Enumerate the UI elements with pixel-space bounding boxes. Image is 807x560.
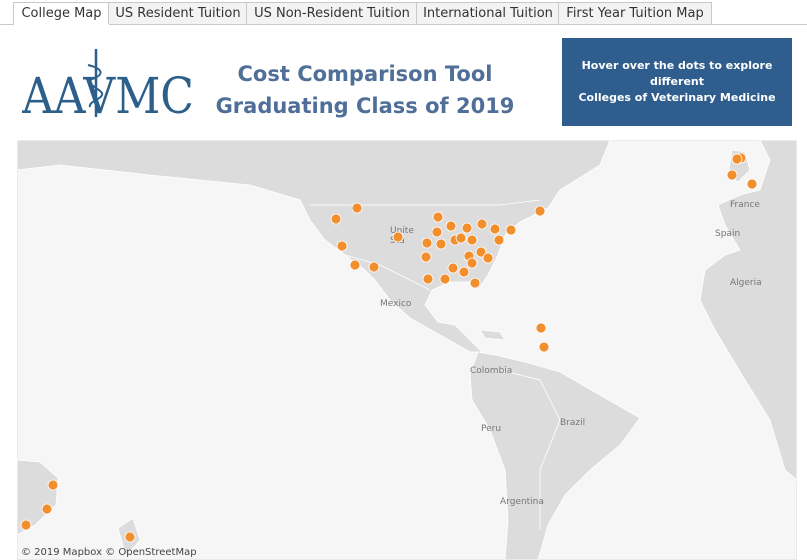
college-dot[interactable] xyxy=(466,234,478,246)
college-dot[interactable] xyxy=(489,223,501,235)
college-dot[interactable] xyxy=(534,205,546,217)
college-dot[interactable] xyxy=(447,262,459,274)
college-dot[interactable] xyxy=(439,273,451,285)
tab[interactable]: US Resident Tuition xyxy=(108,2,248,24)
college-dot[interactable] xyxy=(124,531,136,543)
map-label: Algeria xyxy=(730,278,762,288)
note-line: Colleges of Veterinary Medicine xyxy=(578,91,776,104)
college-dot[interactable] xyxy=(493,234,505,246)
note-line: Hover over the dots to explore different xyxy=(581,59,773,88)
college-dot[interactable] xyxy=(421,237,433,249)
college-dot[interactable] xyxy=(476,218,488,230)
border xyxy=(499,369,561,530)
tab[interactable]: First Year Tuition Map xyxy=(558,2,712,24)
college-dot[interactable] xyxy=(435,238,447,250)
title: Cost Comparison Tool Graduating Class of… xyxy=(205,58,525,122)
hover-note: Hover over the dots to explore different… xyxy=(562,38,792,126)
australia xyxy=(17,459,59,536)
map-label: France xyxy=(730,200,760,210)
college-dot[interactable] xyxy=(535,322,547,334)
tab[interactable]: International Tuition xyxy=(416,2,560,24)
college-dot[interactable] xyxy=(505,224,517,236)
map-label: Argentina xyxy=(500,497,544,507)
college-dot[interactable] xyxy=(431,226,443,238)
title-line: Graduating Class of 2019 xyxy=(215,94,515,118)
college-dot[interactable] xyxy=(731,153,743,165)
college-dot[interactable] xyxy=(482,252,494,264)
map-label: Mexico xyxy=(380,299,412,309)
college-dot[interactable] xyxy=(455,232,467,244)
college-dot[interactable] xyxy=(726,169,738,181)
border xyxy=(310,199,541,206)
logo: AAVMC xyxy=(22,49,194,125)
college-dot[interactable] xyxy=(469,277,481,289)
europe-africa xyxy=(699,140,797,481)
map-label: Spain xyxy=(715,229,740,239)
border xyxy=(344,254,431,291)
college-dot[interactable] xyxy=(445,220,457,232)
college-dot[interactable] xyxy=(368,261,380,273)
logo-snake xyxy=(87,64,104,108)
college-dot[interactable] xyxy=(330,213,342,225)
college-dot[interactable] xyxy=(432,211,444,223)
college-dot[interactable] xyxy=(420,251,432,263)
caribbean xyxy=(479,329,506,341)
map-label: Brazil xyxy=(560,418,585,428)
college-dot[interactable] xyxy=(746,178,758,190)
tab-bar: College Map US Resident Tuition US Non-Res… xyxy=(0,0,807,25)
map-label: Colombia xyxy=(470,366,512,376)
college-dot[interactable] xyxy=(475,246,487,258)
college-dot[interactable] xyxy=(20,519,32,531)
college-dot[interactable] xyxy=(458,266,470,278)
logo-text: AAVMC xyxy=(22,67,194,125)
college-dot[interactable] xyxy=(336,240,348,252)
college-dot[interactable] xyxy=(41,503,53,515)
tab[interactable]: College Map xyxy=(13,2,110,25)
college-dot[interactable] xyxy=(422,273,434,285)
college-dot[interactable] xyxy=(47,479,59,491)
college-dot[interactable] xyxy=(392,231,404,243)
map-label: Peru xyxy=(481,424,501,434)
north-america xyxy=(17,140,611,353)
college-dot[interactable] xyxy=(351,202,363,214)
tab[interactable]: US Non-Resident Tuition xyxy=(246,2,418,24)
college-dot[interactable] xyxy=(461,222,473,234)
south-america xyxy=(469,351,641,560)
map[interactable]: UniteStaMexicoColombiaPeruBrazilArgentin… xyxy=(17,140,797,560)
college-dot[interactable] xyxy=(466,257,478,269)
college-dot[interactable] xyxy=(538,341,550,353)
title-line: Cost Comparison Tool xyxy=(237,62,493,86)
map-label: Unite xyxy=(390,226,414,236)
attribution: © 2019 Mapbox © OpenStreetMap xyxy=(21,547,197,558)
college-dot[interactable] xyxy=(349,259,361,271)
